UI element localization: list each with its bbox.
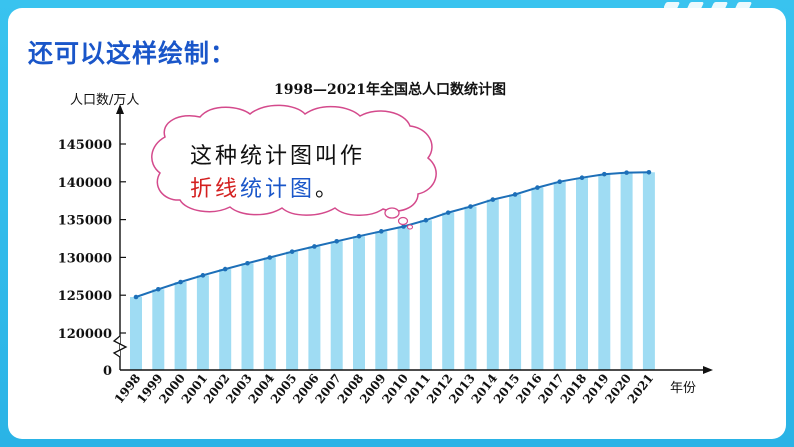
bar-2020 <box>620 172 633 370</box>
y-tick-0: 0 <box>103 364 112 379</box>
y-tick-135000: 135000 <box>58 214 112 229</box>
y-tick-125000: 125000 <box>58 289 112 304</box>
trend-points <box>133 169 652 300</box>
point-2017 <box>557 179 562 185</box>
point-2001 <box>200 273 206 278</box>
bar-2006 <box>308 246 321 370</box>
bar-2012 <box>442 212 455 370</box>
chart-title: 1998—2021年全国总人口数统计图 <box>274 81 506 98</box>
bar-2010 <box>397 226 410 370</box>
bubble-line-1: 这种统计图叫作 <box>190 144 365 169</box>
page-heading: 还可以这样绘制： <box>28 39 237 68</box>
bar-2003 <box>241 263 254 370</box>
bar-1999 <box>152 289 165 370</box>
point-2005 <box>289 249 295 254</box>
bar-series <box>130 172 655 370</box>
point-2012 <box>445 210 451 215</box>
y-ticks: 145000 140000 135000 130000 125000 120000 0 <box>58 138 126 379</box>
bar-2021 <box>642 172 655 370</box>
point-2011 <box>423 217 429 223</box>
point-2008 <box>356 233 362 239</box>
y-tick-140000: 140000 <box>58 176 112 191</box>
x-ticks: 1998199920002001200220032004200520062007… <box>112 371 656 406</box>
axis-break-icon <box>112 335 128 358</box>
bar-2004 <box>263 257 276 370</box>
y-tick-130000: 130000 <box>58 251 112 266</box>
bar-2011 <box>419 220 432 370</box>
bar-1998 <box>130 297 142 370</box>
bar-2013 <box>464 206 477 370</box>
point-2019 <box>602 171 607 177</box>
point-2004 <box>267 255 273 260</box>
corner-decoration <box>664 2 752 12</box>
bar-2001 <box>196 275 209 370</box>
point-2009 <box>379 229 384 234</box>
point-2007 <box>334 239 340 244</box>
point-2002 <box>222 266 228 272</box>
bar-2014 <box>486 199 499 370</box>
point-2015 <box>512 192 518 197</box>
bar-2018 <box>576 177 588 370</box>
bubble-term-chart: 统计图 <box>240 177 315 202</box>
y-axis-label: 人口数/万人 <box>70 93 139 108</box>
speech-bubble: 这种统计图叫作 折线统计图。 <box>151 104 437 230</box>
point-2014 <box>490 197 496 202</box>
bar-2002 <box>219 269 232 370</box>
bar-2005 <box>286 251 299 370</box>
bar-2000 <box>174 282 187 370</box>
point-2018 <box>579 175 585 181</box>
bar-2019 <box>598 174 611 370</box>
point-1998 <box>133 294 139 300</box>
point-2003 <box>245 260 250 266</box>
point-2006 <box>312 244 317 249</box>
point-2010 <box>401 224 406 229</box>
bubble-dot-small <box>406 224 414 230</box>
bubble-dot-large <box>384 207 400 219</box>
x-axis-arrow <box>703 366 713 374</box>
bubble-period: 。 <box>315 177 340 202</box>
point-2021 <box>646 169 652 175</box>
bar-2007 <box>330 241 343 370</box>
bar-2008 <box>353 236 365 370</box>
bubble-line-2: 折线统计图。 <box>190 177 340 202</box>
y-axis-arrow <box>116 104 124 114</box>
bar-2017 <box>553 181 566 370</box>
bar-2009 <box>375 231 388 370</box>
bubble-term-line: 折线 <box>190 177 240 202</box>
point-2000 <box>178 279 183 285</box>
bar-2016 <box>531 187 544 370</box>
bar-2015 <box>509 194 522 370</box>
bubble-dot-medium <box>397 216 409 226</box>
point-2016 <box>535 185 540 190</box>
y-tick-120000: 120000 <box>58 327 112 342</box>
bubble-cloud <box>151 104 437 216</box>
bubble-line-1-text: 这种统计图叫作 <box>190 144 365 169</box>
trend-line <box>135 171 649 298</box>
point-1999 <box>156 286 161 292</box>
y-tick-145000: 145000 <box>58 138 112 153</box>
x-axis-label: 年份 <box>670 381 696 396</box>
point-2020 <box>624 170 629 175</box>
point-2013 <box>468 204 473 209</box>
